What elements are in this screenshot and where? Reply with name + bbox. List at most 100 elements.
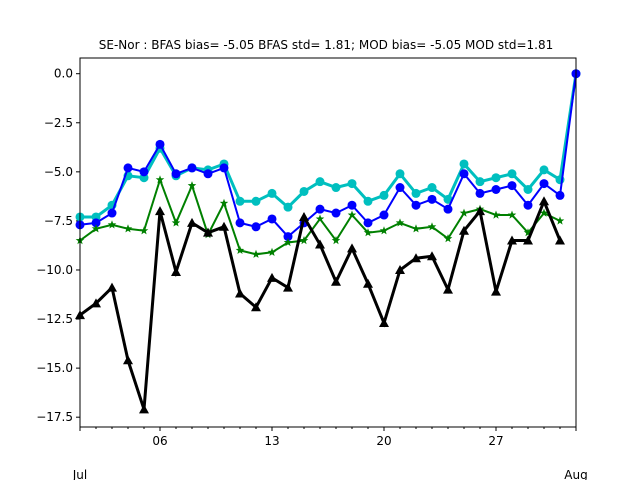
- series-line: [79, 197, 562, 410]
- data-point: [491, 185, 501, 195]
- data-point: [331, 183, 341, 193]
- data-point: [555, 235, 565, 245]
- data-point: [363, 278, 373, 288]
- data-point: [299, 186, 309, 196]
- data-point: [507, 169, 517, 179]
- data-point: [91, 218, 101, 228]
- data-point: [459, 159, 469, 169]
- data-point: [315, 204, 325, 214]
- data-point: [139, 226, 149, 235]
- x-tick-label: 20: [376, 434, 391, 448]
- data-point: [411, 200, 421, 210]
- series-1: [75, 69, 581, 242]
- data-point: [267, 247, 277, 256]
- data-point: [331, 208, 341, 218]
- data-point: [523, 235, 533, 245]
- x-tick-label: 06: [152, 434, 167, 448]
- data-point: [251, 302, 261, 312]
- data-point: [203, 227, 213, 237]
- data-point: [539, 179, 549, 189]
- data-point: [331, 236, 341, 245]
- data-point: [331, 276, 341, 286]
- data-point: [443, 234, 453, 243]
- data-point: [395, 218, 405, 227]
- data-point: [491, 286, 501, 296]
- data-point: [235, 218, 245, 228]
- data-point: [379, 210, 389, 220]
- data-point: [491, 210, 501, 219]
- data-point: [171, 266, 181, 276]
- axes: 0.0 −2.5 −5.0 −7.5 −10.0 −12.5 −15.0 −17.5 Jul 06…: [36, 67, 588, 480]
- x-tick-label: Aug: [564, 468, 587, 480]
- data-point: [459, 225, 469, 235]
- data-point: [107, 208, 117, 218]
- data-point: [267, 272, 277, 282]
- data-point: [299, 236, 309, 245]
- data-point: [411, 188, 421, 198]
- data-point: [235, 245, 245, 254]
- data-point: [427, 222, 437, 231]
- data-point: [491, 173, 501, 183]
- data-point: [315, 214, 325, 223]
- data-point: [379, 190, 389, 200]
- data-point: [507, 210, 517, 219]
- data-point: [347, 210, 357, 219]
- data-point: [555, 216, 565, 225]
- data-point: [203, 169, 213, 179]
- data-point: [379, 226, 389, 235]
- data-point: [91, 224, 101, 233]
- data-point: [123, 355, 133, 365]
- plot-frame: [79, 57, 577, 428]
- data-point: [395, 183, 405, 193]
- data-point: [171, 169, 181, 179]
- data-point: [539, 208, 549, 217]
- y-tick-label: −7.5: [44, 214, 73, 228]
- data-point: [283, 282, 293, 292]
- data-point: [507, 235, 517, 245]
- data-point: [363, 218, 373, 228]
- y-tick-label: −10.0: [36, 263, 73, 277]
- data-point: [443, 194, 453, 204]
- data-point: [171, 218, 181, 227]
- data-point: [475, 177, 485, 187]
- data-point: [411, 253, 421, 263]
- data-point: [107, 220, 117, 229]
- data-point: [155, 139, 165, 149]
- data-point: [187, 217, 197, 227]
- x-tick-label: Jul: [72, 468, 87, 480]
- data-point: [523, 200, 533, 210]
- data-point: [523, 185, 533, 195]
- data-point: [123, 224, 133, 233]
- data-point: [219, 221, 229, 231]
- data-point: [523, 228, 533, 237]
- y-tick-label: −5.0: [44, 165, 73, 179]
- data-point: [155, 206, 165, 216]
- data-point: [443, 204, 453, 214]
- data-point: [395, 169, 405, 179]
- data-point: [139, 404, 149, 414]
- data-point: [539, 165, 549, 175]
- data-point: [283, 202, 293, 212]
- data-point: [219, 163, 229, 173]
- data-point: [363, 196, 373, 206]
- data-point: [411, 224, 421, 233]
- data-point: [475, 206, 485, 216]
- data-point: [91, 298, 101, 308]
- data-point: [283, 232, 293, 242]
- data-point: [267, 214, 277, 224]
- data-point: [315, 239, 325, 249]
- data-point: [315, 177, 325, 187]
- data-point: [475, 188, 485, 198]
- data-point: [427, 194, 437, 204]
- series-layer: [75, 69, 581, 414]
- data-point: [187, 181, 197, 190]
- series-line: [79, 73, 577, 238]
- data-point: [379, 317, 389, 327]
- y-tick-label: −15.0: [36, 361, 73, 375]
- chart-title: SE-Nor : BFAS bias= -5.05 BFAS std= 1.81…: [99, 38, 553, 52]
- data-point: [235, 288, 245, 298]
- x-tick-label: 13: [264, 434, 279, 448]
- series-3: [75, 196, 565, 414]
- x-tick-label: 27: [488, 434, 503, 448]
